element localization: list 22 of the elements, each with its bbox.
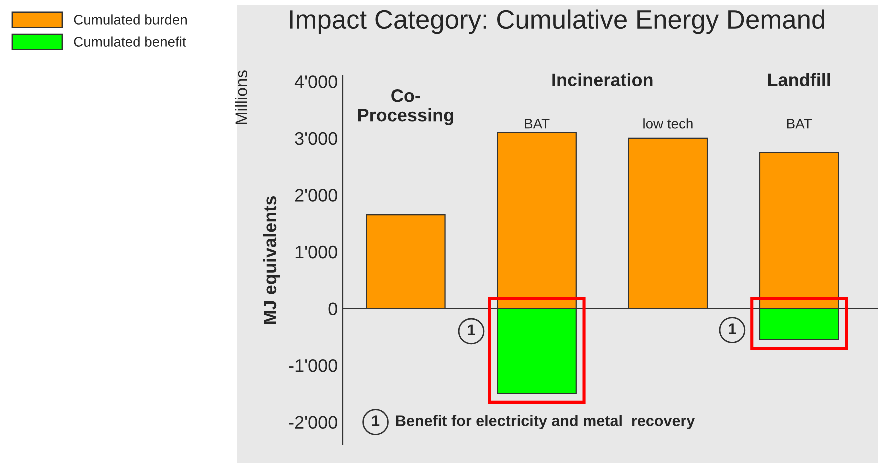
annotation: Incineration: [552, 73, 653, 87]
x-tick-label: BAT: [525, 119, 550, 129]
y-axis-title: MJ equivalents: [263, 196, 280, 324]
y-tick-label: -2'000: [289, 416, 338, 430]
chart-title: Impact Category: Cumulative Energy Demand: [290, 10, 824, 34]
annotation: 1: [729, 324, 736, 334]
y-tick-label: -1'000: [289, 359, 338, 372]
text: Millions: [235, 70, 248, 124]
y-tick-label: 4'000: [294, 76, 338, 88]
x-tick-label: BAT: [787, 119, 812, 129]
annotation: Benefit for electricity and metal recovery: [396, 415, 696, 430]
annotation: Co- Processing: [358, 90, 454, 126]
y-tick-label: 0: [328, 302, 338, 316]
annotation: 1: [372, 416, 380, 426]
legend-label: Cumulated benefit: [74, 36, 186, 47]
annotation: 1: [468, 324, 476, 336]
y-tick-label: 2'000: [295, 189, 338, 202]
y-tick-label: 3'000: [295, 132, 338, 146]
legend-label: Cumulated burden: [74, 14, 187, 25]
y-tick-label: 1'000: [296, 246, 338, 259]
annotation: Landfill: [768, 73, 830, 87]
x-tick-label: low tech: [644, 118, 693, 129]
